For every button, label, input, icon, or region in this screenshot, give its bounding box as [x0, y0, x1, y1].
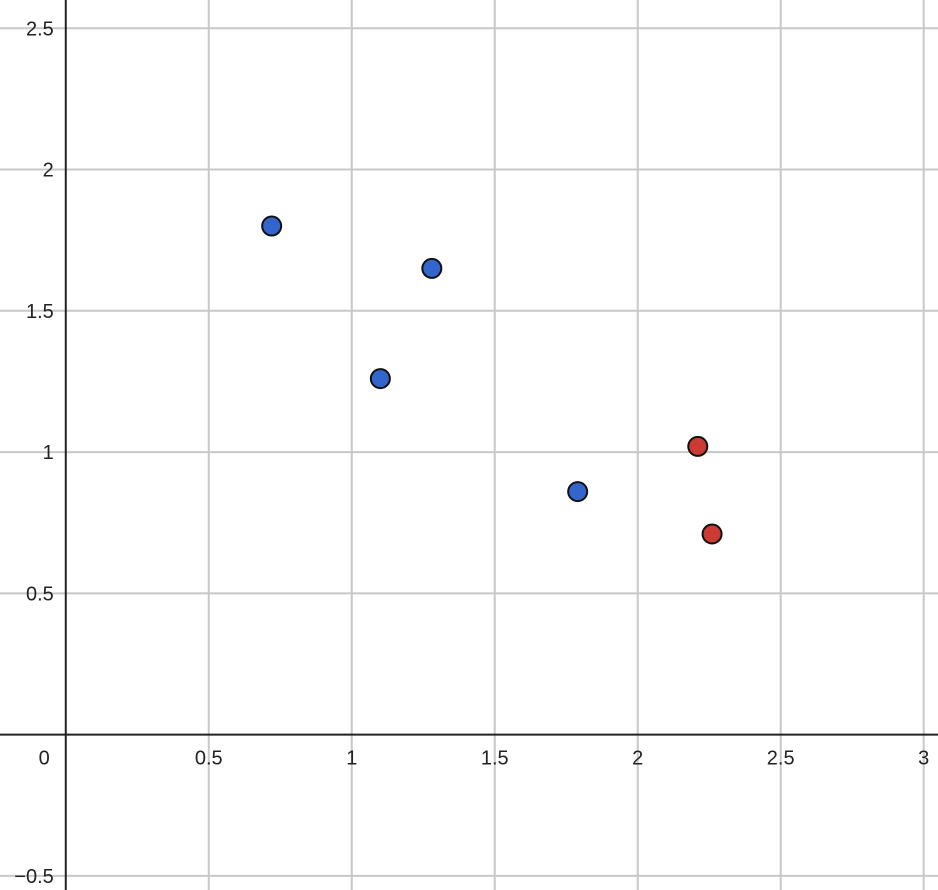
y-tick-label: 2.5: [26, 18, 54, 40]
data-point: [567, 481, 589, 503]
origin-label: 0: [39, 748, 50, 770]
y-tick-label: 0.5: [26, 583, 54, 605]
x-tick-label: 2: [632, 748, 643, 770]
x-tick-label: 3: [918, 748, 929, 770]
y-tick-label: 1: [43, 442, 54, 464]
y-tick-label: −0.5: [14, 866, 53, 888]
y-tick-label: 2: [43, 160, 54, 182]
y-tick-label: 1.5: [26, 301, 54, 323]
data-point: [261, 215, 283, 237]
data-point: [687, 435, 709, 457]
data-points: [261, 215, 723, 545]
x-tick-label: 2.5: [767, 748, 795, 770]
x-tick-label: 1: [346, 748, 357, 770]
x-tick-label: 0.5: [195, 748, 223, 770]
tick-labels: 0.5 1 1.5 2 2.5 3 −0.5 0.5 1 1.5 2 2.5 0: [14, 18, 929, 888]
x-tick-label: 1.5: [481, 748, 509, 770]
data-point: [369, 368, 391, 390]
data-point: [421, 257, 443, 279]
data-point: [701, 523, 723, 545]
